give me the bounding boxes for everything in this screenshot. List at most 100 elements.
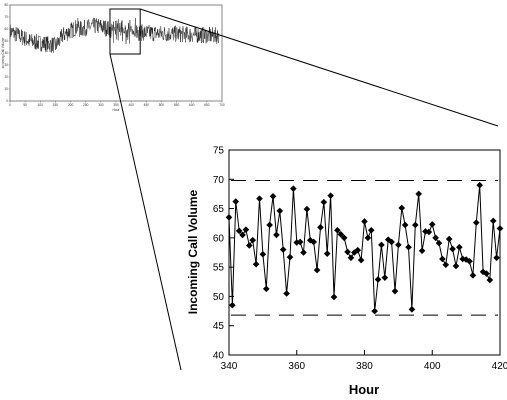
data-point-diamond	[317, 224, 324, 231]
overview-y-tick-label: 0	[6, 99, 8, 103]
detail-x-axis-title: Hour	[349, 382, 379, 397]
overview-y-tick-label: 70	[4, 15, 8, 19]
data-point-diamond	[425, 228, 433, 236]
data-point-diamond	[388, 238, 395, 246]
data-point-diamond	[469, 272, 477, 279]
data-point-diamond	[449, 245, 456, 253]
data-point-diamond	[273, 231, 280, 239]
overview-x-tick-label: 100	[38, 103, 44, 107]
data-point-diamond	[334, 226, 341, 234]
data-point-diamond	[445, 235, 453, 243]
zoom-connector-top	[140, 8, 499, 127]
data-point-diamond	[340, 234, 348, 242]
detail-plot-frame	[228, 149, 501, 356]
data-point-diamond	[364, 234, 372, 242]
data-point-diamond	[232, 198, 240, 205]
data-point-diamond	[320, 198, 328, 206]
data-point-diamond	[303, 205, 311, 213]
data-point-diamond	[357, 256, 365, 264]
data-point-diamond	[415, 190, 422, 198]
data-point-diamond	[483, 270, 490, 277]
data-point-diamond	[493, 254, 500, 262]
data-point-diamond	[252, 260, 260, 268]
y-tick-label: 75	[213, 146, 225, 157]
data-point-diamond	[337, 231, 345, 238]
data-point-diamond	[459, 255, 467, 263]
detail-y-axis-title: Incoming Call Volume	[186, 189, 200, 314]
detail-chart: 340 360 380 400 420 40 45 50 55 60 65 70 75 Hour Inc…	[186, 146, 507, 398]
data-point-diamond	[405, 243, 412, 251]
y-tick-label: 65	[213, 204, 225, 215]
y-tick-label: 40	[213, 351, 225, 362]
data-point-diamond	[378, 241, 385, 249]
overview-x-tick-label: 200	[68, 103, 74, 107]
data-point-diamond	[242, 226, 250, 233]
data-point-diamond	[307, 236, 314, 244]
overview-y-tick-label: 30	[4, 63, 8, 67]
overview-x-tick-label: 400	[128, 103, 134, 107]
y-tick-label: 45	[213, 321, 225, 332]
data-point-diamond	[300, 249, 307, 256]
data-point-diamond	[262, 285, 270, 293]
data-point-diamond	[293, 239, 301, 246]
data-point-diamond	[259, 250, 267, 258]
data-point-diamond	[462, 256, 470, 263]
data-point-diamond	[466, 257, 473, 265]
data-point-diamond	[235, 227, 243, 235]
data-point-diamond	[408, 306, 416, 313]
data-point-diamond	[371, 307, 378, 315]
overview-x-tick-label: 150	[53, 103, 59, 107]
overview-x-tick-label: 250	[83, 103, 89, 107]
data-point-diamond	[452, 262, 460, 270]
overview-y-tick-label: 50	[4, 39, 8, 43]
overview-chart: 0 50 100 150 200 250 300 350 400 450 500 550 600 650 7…	[1, 3, 225, 112]
data-point-diamond	[367, 226, 375, 234]
data-point-diamond	[296, 238, 304, 246]
data-point-diamond	[351, 249, 358, 256]
data-point-diamond	[439, 255, 446, 263]
overview-x-tick-label: 650	[204, 103, 210, 107]
data-point-diamond	[486, 276, 494, 284]
overview-y-tick-label: 60	[4, 27, 8, 31]
x-tick-label: 400	[424, 361, 441, 372]
data-point-diamond	[361, 218, 368, 225]
data-point-diamond	[344, 248, 351, 256]
data-point-diamond	[283, 290, 290, 297]
data-point-diamond	[354, 246, 362, 254]
data-point-diamond	[276, 207, 284, 215]
overview-x-tick-label: 700	[219, 103, 225, 107]
data-point-diamond	[266, 221, 273, 229]
data-point-diamond	[432, 234, 439, 242]
overview-series-line	[9, 17, 220, 53]
data-point-diamond	[249, 236, 257, 244]
data-point-diamond	[418, 247, 426, 255]
overview-x-tick-label: 500	[159, 103, 165, 107]
data-point-diamond	[310, 238, 317, 246]
data-point-diamond	[330, 293, 338, 301]
data-point-diamond	[323, 250, 331, 257]
y-tick-label: 60	[213, 233, 225, 244]
data-point-diamond	[256, 195, 263, 202]
overview-plot-frame	[9, 4, 223, 102]
overview-x-tick-label: 0	[9, 103, 11, 107]
data-point-diamond	[381, 274, 389, 281]
zoom-connector-bottom	[109, 53, 182, 371]
x-tick-label: 360	[288, 361, 305, 372]
data-point-diamond	[327, 192, 334, 199]
overview-x-tick-label: 300	[98, 103, 104, 107]
data-point-diamond	[374, 276, 382, 283]
overview-y-tick-label: 20	[4, 75, 8, 79]
data-point-diamond	[496, 225, 504, 232]
overview-x-tick-label: 50	[23, 103, 27, 107]
overview-y-tick-label: 80	[4, 3, 8, 7]
y-tick-label: 70	[213, 175, 225, 186]
data-point-diamond	[401, 221, 409, 229]
data-point-diamond	[395, 241, 402, 249]
data-point-diamond	[225, 214, 233, 221]
data-point-diamond	[313, 266, 321, 274]
overview-y-tick-label: 10	[4, 87, 8, 91]
data-point-diamond	[428, 221, 436, 228]
data-point-diamond	[286, 253, 294, 261]
overview-y-axis-title: Incoming Call Volume	[1, 37, 5, 68]
overview-x-tick-label: 450	[144, 103, 150, 107]
